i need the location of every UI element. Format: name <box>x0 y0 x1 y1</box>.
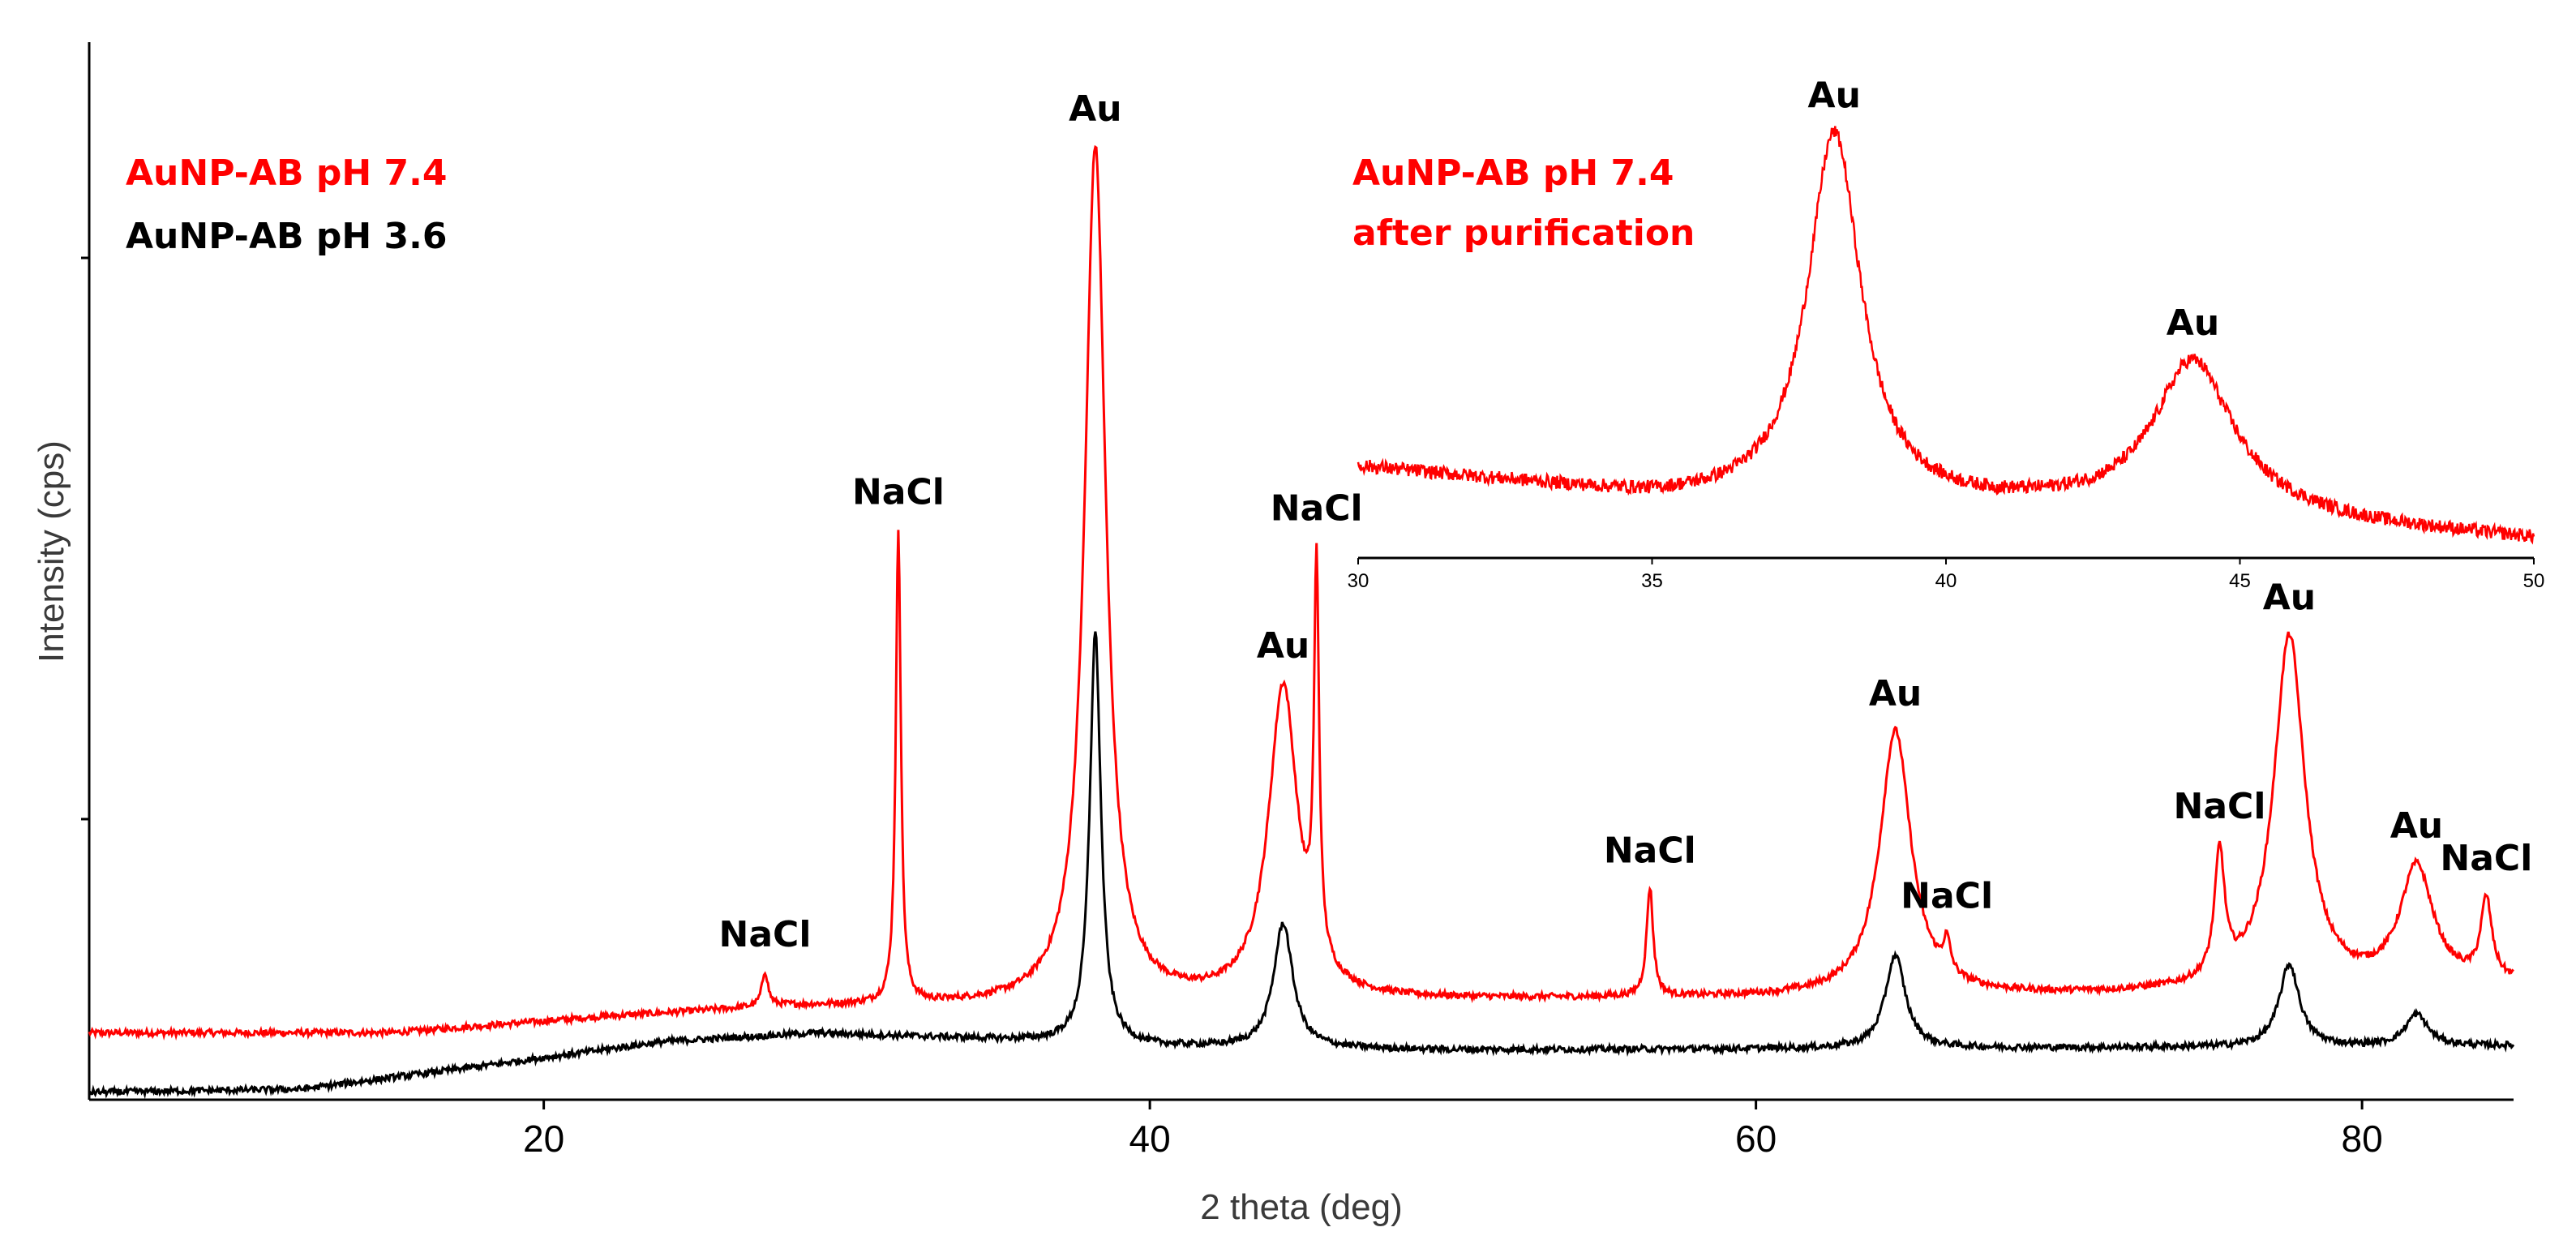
inset-x-tick-label: 45 <box>2229 570 2251 592</box>
inset-plot: 30 35 40 45 50 Au Au AuNP-AB pH 7.4 after pur… <box>1348 75 2545 592</box>
inset-series-line <box>1357 126 2535 545</box>
peak-label: NaCl <box>2174 786 2266 827</box>
inset-peak-label: Au <box>1808 75 1861 116</box>
x-axis-title: 2 theta (deg) <box>1200 1187 1403 1227</box>
inset-x-tick-label: 40 <box>1935 570 1957 592</box>
peak-label: NaCl <box>1901 875 1993 916</box>
peak-label: Au <box>2390 805 2443 847</box>
legend-entry-ph36: AuNP-AB pH 3.6 <box>126 216 447 257</box>
series-line-ph36 <box>88 631 2515 1100</box>
peak-label: NaCl <box>719 914 812 955</box>
y-axis-title: Intensity (cps) <box>32 440 71 663</box>
main-plot: 20 40 60 80 NaClNaClAuAuNaClNaClAuNaClNaClA… <box>32 42 2532 1227</box>
peak-label: NaCl <box>1604 830 1696 872</box>
peak-label: Au <box>1869 673 1922 714</box>
peak-label: Au <box>1069 88 1121 130</box>
peak-label: NaCl <box>2440 838 2532 879</box>
peak-label: Au <box>2263 577 2316 619</box>
x-tick-label: 80 <box>2342 1118 2383 1160</box>
inset-x-tick-label: 50 <box>2523 570 2545 592</box>
peak-label: NaCl <box>852 472 945 513</box>
x-tick-label: 40 <box>1129 1118 1171 1160</box>
inset-x-tick-label: 35 <box>1641 570 1663 592</box>
legend-entry-ph74: AuNP-AB pH 7.4 <box>126 152 447 194</box>
inset-peak-label: Au <box>2167 303 2219 344</box>
inset-x-ticks: 30 35 40 45 50 <box>1348 558 2545 592</box>
inset-title-line-2: after purification <box>1352 212 1695 254</box>
x-tick-label: 60 <box>1735 1118 1777 1160</box>
inset-x-tick-label: 30 <box>1348 570 1369 592</box>
peak-label: NaCl <box>1271 488 1363 530</box>
peak-label: Au <box>1257 625 1309 667</box>
x-tick-label: 20 <box>523 1118 564 1160</box>
inset-peak-labels: Au Au <box>1808 75 2220 343</box>
main-x-ticks: 20 40 60 80 <box>523 1100 2383 1160</box>
series-line-ph74 <box>88 144 2514 1041</box>
inset-title-line-1: AuNP-AB pH 7.4 <box>1352 152 1674 194</box>
